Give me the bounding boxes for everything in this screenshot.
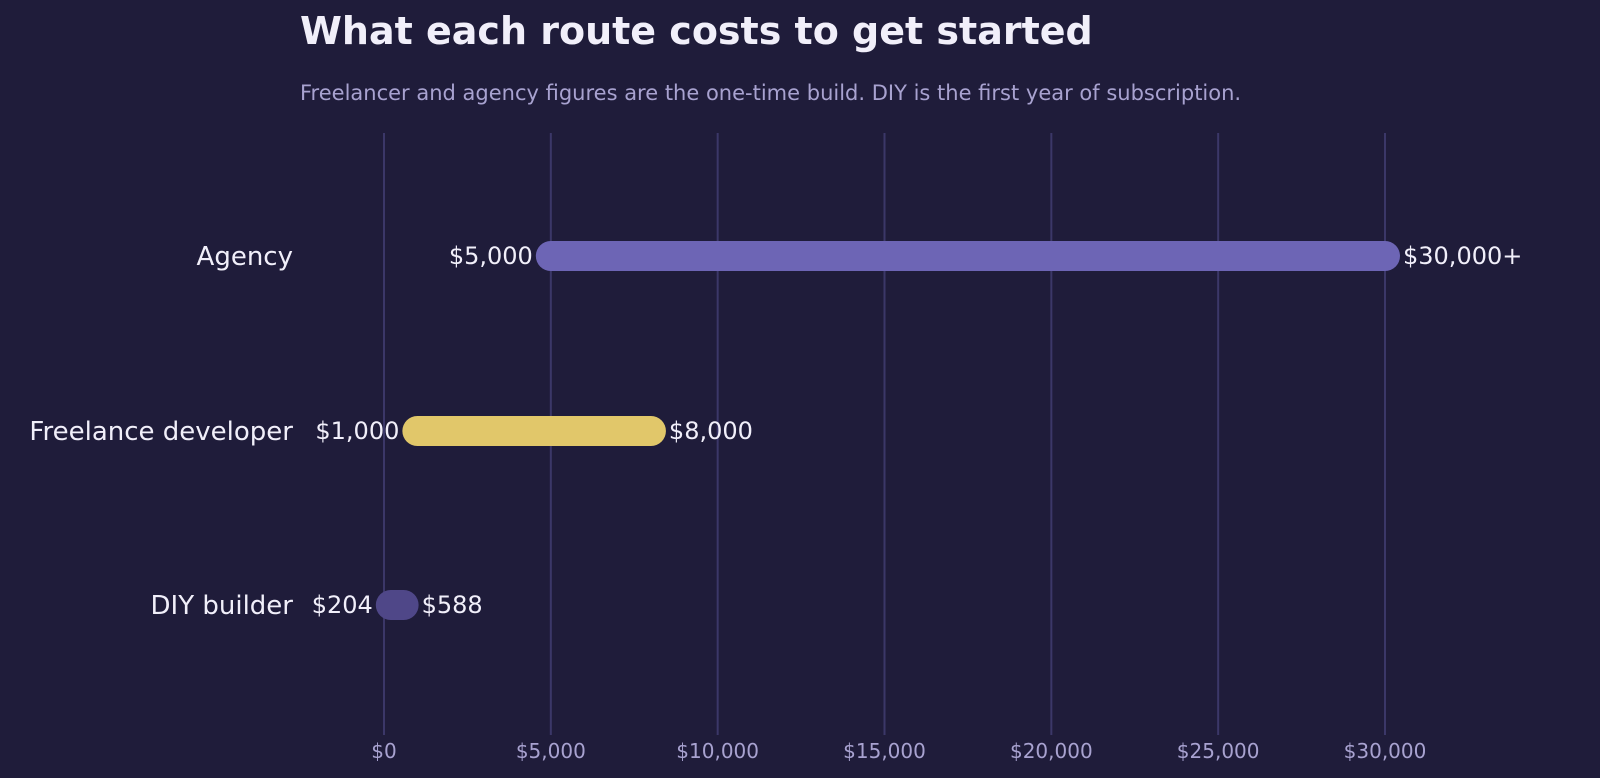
category-label: Agency bbox=[197, 242, 293, 272]
range-bar bbox=[402, 416, 666, 446]
chart-title: What each route costs to get started bbox=[300, 9, 1093, 53]
category-label: DIY builder bbox=[151, 591, 294, 621]
high-value-label: $588 bbox=[422, 591, 483, 619]
x-tick-label: $0 bbox=[371, 739, 396, 763]
x-tick-label: $10,000 bbox=[676, 739, 759, 763]
high-value-label: $8,000 bbox=[669, 417, 753, 445]
category-label: Freelance developer bbox=[29, 417, 293, 447]
range-row: DIY builder $204 $588 bbox=[151, 590, 483, 621]
gridlines bbox=[383, 133, 1386, 735]
range-row: Agency $5,000 $30,000+ bbox=[197, 241, 1522, 272]
low-value-label: $204 bbox=[312, 591, 373, 619]
x-tick-label: $15,000 bbox=[843, 739, 926, 763]
range-bar bbox=[535, 241, 1400, 271]
x-tick-label: $20,000 bbox=[1010, 739, 1093, 763]
range-row: Freelance developer $1,000 $8,000 bbox=[29, 416, 753, 447]
high-value-label: $30,000+ bbox=[1403, 242, 1522, 270]
x-tick-label: $25,000 bbox=[1177, 739, 1260, 763]
chart-subtitle: Freelancer and agency figures are the on… bbox=[300, 81, 1241, 105]
x-axis-ticks: $0 $5,000 $10,000 $15,000 $20,000 $25,000 $30,… bbox=[371, 739, 1426, 763]
low-value-label: $1,000 bbox=[315, 417, 399, 445]
range-bar bbox=[375, 590, 419, 620]
range-bars: Agency $5,000 $30,000+ Freelance developer $… bbox=[29, 241, 1522, 621]
x-tick-label: $5,000 bbox=[516, 739, 586, 763]
low-value-label: $5,000 bbox=[449, 242, 533, 270]
x-tick-label: $30,000 bbox=[1344, 739, 1427, 763]
